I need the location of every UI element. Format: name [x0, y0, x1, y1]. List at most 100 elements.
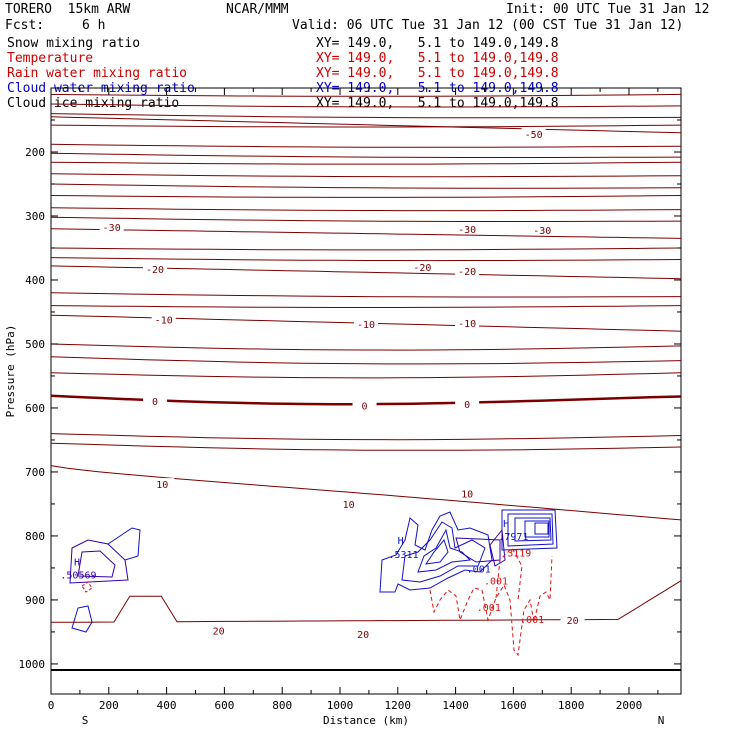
isotherm-line: [50, 433, 682, 441]
cloud-water-contour: [501, 509, 558, 551]
max-label: .001: [520, 615, 544, 626]
isotherm-label: -30: [103, 223, 121, 234]
isotherm-line: [50, 228, 682, 239]
isotherm-label-layer: -50 -30 -30 -30 -20 -20 -20 -10 -10 -10 0 0 0 10 10 10 2…: [99, 128, 585, 641]
x-axis-label: Distance (km): [323, 714, 409, 727]
center-name: NCAR/MMM: [226, 2, 289, 17]
max-label: H: [74, 558, 80, 569]
legend-name-cloud-ice: Cloud ice mixing ratio: [7, 96, 180, 111]
isotherm-line: [50, 207, 682, 212]
max-label: .50569: [60, 570, 96, 581]
y-tick-label: 1000: [19, 658, 46, 671]
cloud-water-contour: [507, 513, 554, 547]
isotherm-line: [50, 292, 682, 298]
cloud-water-contour: [534, 522, 549, 535]
cloud-water-contour: [424, 538, 449, 565]
max-label: .001: [477, 603, 501, 614]
isotherm-line: [50, 216, 682, 222]
cloud-water-contour: [107, 527, 141, 561]
isotherm-label: 10: [343, 500, 355, 511]
isotherm-line: [50, 124, 682, 128]
legend-name-snow: Snow mixing ratio: [7, 36, 141, 51]
isotherm-label-bg: [410, 261, 435, 273]
isotherm-label-bg: [455, 265, 480, 277]
isotherm-layer: [50, 93, 682, 623]
isotherm-line: [50, 113, 682, 119]
isotherm-label: -10: [155, 316, 173, 327]
isotherm-label: 20: [213, 627, 225, 638]
x-tick-label: 0: [48, 699, 55, 712]
isotherm-label: 0: [152, 397, 158, 408]
isotherm-line: [50, 257, 682, 262]
isotherm-label-bg: [351, 627, 376, 639]
x-tick-label: 1000: [327, 699, 354, 712]
isotherm-line: [50, 247, 682, 251]
y-axis-label: Pressure (hPa): [4, 325, 17, 418]
isotherm-label: -30: [533, 226, 551, 237]
x-tick-label: 1200: [385, 699, 412, 712]
isotherm-label: 0: [464, 400, 470, 411]
isotherm-label-bg: [560, 613, 585, 625]
forecast-hour: 6 h: [82, 18, 106, 33]
isotherm-label-bg: [143, 394, 168, 406]
x-tick-label: 200: [99, 699, 119, 712]
isotherm-line: [50, 195, 682, 198]
cloud-ice-contour: [455, 537, 501, 563]
isotherm-label-bg: [521, 128, 546, 140]
hydrometeor-layer: [69, 509, 558, 657]
model-name: TORERO 15km ARW: [5, 2, 131, 17]
isotherm-line: [50, 93, 682, 97]
isotherm-line: [50, 161, 682, 165]
isotherm-line: [50, 343, 682, 351]
cloud-water-contour: [71, 605, 93, 633]
y-tick-label: 800: [25, 530, 45, 543]
cloud-water-contour: [379, 511, 493, 593]
x-tick-label: 800: [272, 699, 292, 712]
isotherm-label: 10: [156, 480, 168, 491]
isotherm-label-bg: [99, 220, 124, 232]
rain-contour: [429, 555, 553, 657]
y-tick-label: 900: [25, 594, 45, 607]
isotherm-label: 0: [362, 401, 368, 412]
isotherm-line: [50, 356, 682, 365]
max-label: .001: [484, 577, 508, 588]
rain-contour: [81, 581, 93, 593]
forecast-label: Fcst:: [5, 18, 45, 33]
legend-xy-snow: XY= 149.0, 5.1 to 149.0,149.8: [316, 36, 559, 51]
isotherm-label: -50: [525, 130, 543, 141]
isotherm-line: [50, 580, 682, 623]
isotherm-label: 20: [357, 630, 369, 641]
valid-time: Valid: 06 UTC Tue 31 Jan 12 (00 CST Tue …: [292, 18, 684, 33]
max-label: .7971: [498, 532, 528, 543]
isotherm-label-bg: [206, 624, 231, 636]
legend-name-rain: Rain water mixing ratio: [7, 66, 188, 81]
isotherm-label-bg: [336, 497, 361, 509]
isotherm-label: 10: [461, 490, 473, 501]
isotherm-label: -30: [458, 225, 476, 236]
isotherm-line: [50, 305, 682, 308]
y-tick-label: 600: [25, 402, 45, 415]
x-tick-label: 1600: [500, 699, 527, 712]
legend-xy-temperature: XY= 149.0, 5.1 to 149.0,149.8: [316, 51, 559, 66]
y-tick-label: 200: [25, 146, 45, 159]
isotherm-line: [50, 143, 682, 148]
isotherm-line: [50, 465, 682, 521]
y-tick-label: 400: [25, 274, 45, 287]
y-tick-label: 700: [25, 466, 45, 479]
cloud-ice-contour: [489, 528, 506, 567]
isotherm-line: [50, 116, 682, 134]
cloud-water-contour: [401, 521, 486, 583]
cloud-water-contour: [524, 520, 550, 538]
isotherm-label: -20: [458, 267, 476, 278]
isotherm-label-bg: [455, 487, 480, 499]
isotherm-label-bg: [455, 316, 480, 328]
isotherm-label-bg: [150, 478, 175, 490]
isotherm-line: [50, 183, 682, 189]
isotherm-line: [50, 442, 682, 451]
isotherm-label: -10: [357, 320, 375, 331]
isotherm-label-bg: [530, 224, 555, 236]
y-tick-label: 500: [25, 338, 45, 351]
isotherm-line: [50, 173, 682, 178]
